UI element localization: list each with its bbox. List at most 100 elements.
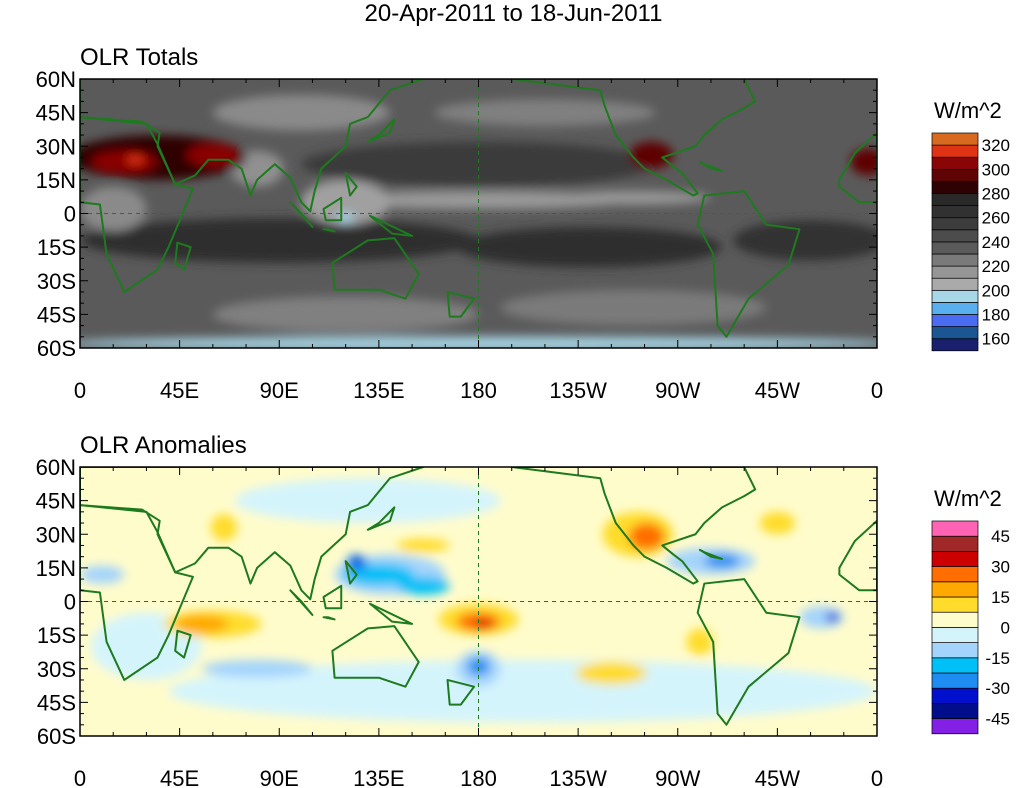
- coastline: [289, 589, 314, 616]
- colorbar-label: 0: [1001, 618, 1010, 637]
- colorbar-label: 300: [982, 160, 1010, 179]
- field-contour: [126, 155, 145, 165]
- lon-tick-label: 0: [74, 766, 86, 788]
- colorbar-box: [931, 703, 979, 719]
- colorbar-box: [931, 205, 979, 219]
- colorbar-box: [931, 566, 979, 583]
- colorbar-box: [931, 181, 979, 194]
- field-blobs: [80, 478, 877, 723]
- field-contour: [434, 99, 656, 127]
- coastline: [80, 504, 194, 681]
- colorbar-box: [931, 156, 979, 170]
- field-contour: [396, 538, 450, 553]
- colorbar-label: 45: [991, 527, 1010, 546]
- colorbar-units: W/m^2: [934, 98, 1002, 123]
- coastline: [698, 548, 724, 560]
- panel-title-totals: OLR Totals: [80, 44, 199, 71]
- colorbar-label: 160: [982, 330, 1010, 349]
- colorbar-label: -15: [985, 649, 1010, 668]
- colorbar-label: 220: [982, 257, 1010, 276]
- lon-tick-label: 0: [871, 378, 883, 400]
- colorbar-box: [931, 551, 979, 567]
- coastline: [510, 79, 757, 197]
- coastline: [446, 678, 476, 706]
- lon-tick-label: 90E: [260, 378, 299, 400]
- field-contour: [80, 217, 479, 263]
- field-contour: [352, 556, 362, 566]
- coastline: [510, 467, 757, 585]
- colorbar-label: 200: [982, 281, 1010, 300]
- lon-tick-label: 45E: [160, 378, 199, 400]
- field-contour: [234, 478, 501, 524]
- colorbar-box: [931, 241, 979, 255]
- coastline: [174, 241, 192, 271]
- lat-tick-label: 30N: [36, 134, 76, 159]
- lon-tick-label: 90W: [655, 378, 700, 400]
- coastline: [696, 578, 801, 726]
- coastline: [838, 519, 877, 592]
- colorbar-units: W/m^2: [934, 486, 1002, 511]
- colorbar-box: [931, 687, 979, 704]
- lat-tick-label: 0: [64, 202, 76, 227]
- lon-tick-label: 180: [460, 378, 497, 400]
- colorbar-box: [931, 265, 979, 279]
- lon-tick-label: 135W: [549, 766, 607, 788]
- field-contour: [186, 144, 240, 167]
- lon-tick-label: 45W: [755, 378, 800, 400]
- olr-totals-map: 60N 45N 30N 15N 0 15S 30S 45S 60S 0 45E 90E 135E 180 1…: [36, 67, 1010, 400]
- field-contour: [629, 523, 665, 550]
- lat-tick-label: 45S: [37, 302, 76, 327]
- coastline: [366, 506, 396, 531]
- field-contour: [759, 511, 796, 535]
- panel-title-anomalies: OLR Anomalies: [80, 432, 247, 459]
- colorbar-box: [931, 277, 979, 291]
- coastline: [80, 79, 425, 213]
- colorbar-label: 320: [982, 136, 1010, 155]
- colorbar-box: [931, 132, 979, 146]
- field-contour: [396, 576, 450, 595]
- coastline: [344, 560, 358, 585]
- colorbar-box: [931, 217, 979, 231]
- colorbar-box: [931, 642, 979, 659]
- colorbar-box: [931, 144, 979, 158]
- coastline: [344, 172, 358, 197]
- colorbar-label: -45: [985, 710, 1010, 729]
- colorbar-box: [931, 326, 979, 340]
- colorbar-box: [931, 338, 979, 352]
- lat-tick-label: 15S: [37, 235, 76, 260]
- field-contour: [850, 148, 877, 176]
- field: [80, 79, 877, 348]
- colorbar-box: [931, 520, 979, 537]
- coastline: [80, 467, 425, 601]
- field-contour: [826, 612, 840, 622]
- colorbar-box: [931, 289, 979, 303]
- colorbar-box: [931, 314, 979, 327]
- field-contour: [201, 659, 313, 678]
- lat-tick-label: 0: [64, 590, 76, 615]
- colorbar-box: [931, 193, 979, 206]
- field-contour: [500, 289, 767, 326]
- colorbar-box: [931, 627, 979, 643]
- lon-tick-label: 90E: [260, 766, 299, 788]
- field-contour: [80, 565, 125, 584]
- lat-tick-label: 60S: [37, 336, 76, 361]
- field-contour: [168, 659, 877, 723]
- coastline: [369, 214, 414, 237]
- colorbar-box: [931, 657, 979, 674]
- field: [80, 467, 877, 736]
- field-contour: [575, 662, 647, 685]
- lat-tick-label: 30S: [37, 269, 76, 294]
- field-contour: [629, 141, 674, 169]
- colorbar-label: 15: [991, 588, 1010, 607]
- colorbar-box: [931, 302, 979, 315]
- lon-tick-label: 180: [460, 766, 497, 788]
- coastline: [174, 629, 192, 659]
- colorbar-box: [931, 718, 979, 735]
- field-contour: [80, 186, 147, 232]
- lon-tick-label: 45W: [755, 766, 800, 788]
- field-contour: [91, 150, 158, 174]
- lat-tick-label: 45S: [37, 690, 76, 715]
- colorbar-box: [931, 596, 979, 613]
- colorbar-label: 180: [982, 306, 1010, 325]
